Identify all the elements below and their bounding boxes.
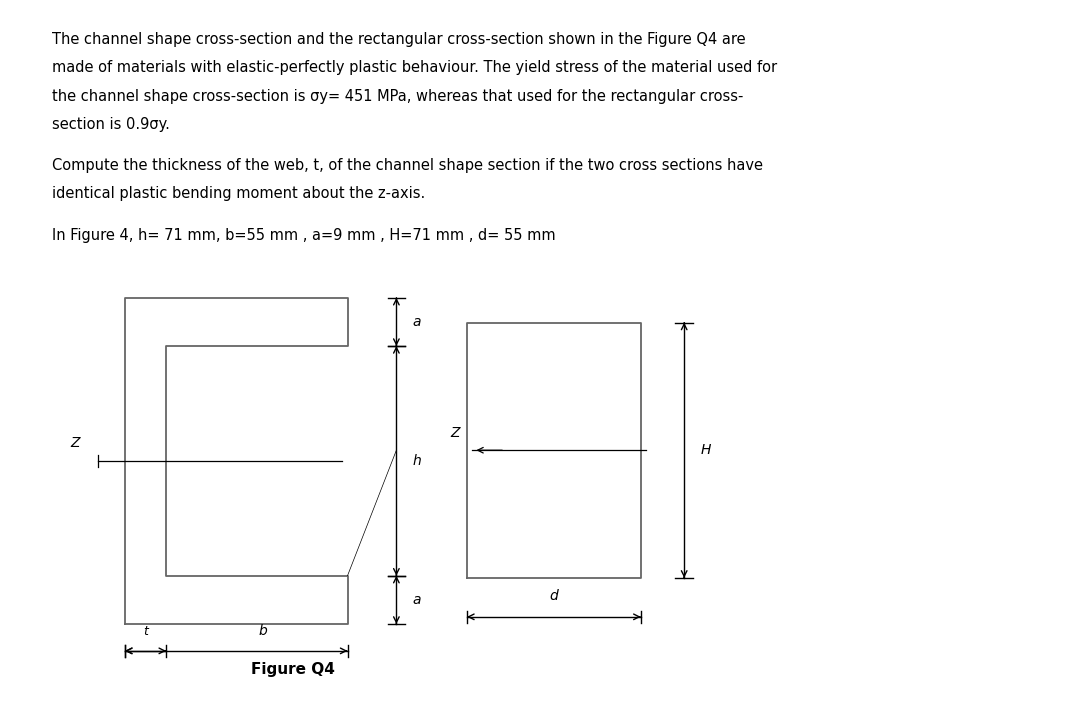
Text: b: b <box>258 624 268 638</box>
Text: Z: Z <box>71 436 80 450</box>
Text: h: h <box>413 454 421 468</box>
Text: identical plastic bending moment about the z-axis.: identical plastic bending moment about t… <box>52 186 426 201</box>
Text: In Figure 4, h= 71 mm, b=55 mm , a=9 mm , H=71 mm , d= 55 mm: In Figure 4, h= 71 mm, b=55 mm , a=9 mm … <box>52 228 556 242</box>
Text: made of materials with elastic-perfectly plastic behaviour. The yield stress of : made of materials with elastic-perfectly… <box>52 60 778 75</box>
Text: Compute the thickness of the web, t, of the channel shape section if the two cro: Compute the thickness of the web, t, of … <box>52 158 763 173</box>
Text: the channel shape cross-section is σy= 451 MPa, whereas that used for the rectan: the channel shape cross-section is σy= 4… <box>52 89 744 104</box>
Text: a: a <box>413 593 421 607</box>
Text: H: H <box>700 443 711 457</box>
Text: d: d <box>550 588 558 603</box>
Text: section is 0.9σy.: section is 0.9σy. <box>52 117 171 132</box>
Text: The channel shape cross-section and the rectangular cross-section shown in the F: The channel shape cross-section and the … <box>52 32 746 47</box>
Text: t: t <box>143 625 148 638</box>
Text: Z: Z <box>451 425 460 440</box>
Text: a: a <box>413 315 421 329</box>
Text: Figure Q4: Figure Q4 <box>251 662 336 677</box>
